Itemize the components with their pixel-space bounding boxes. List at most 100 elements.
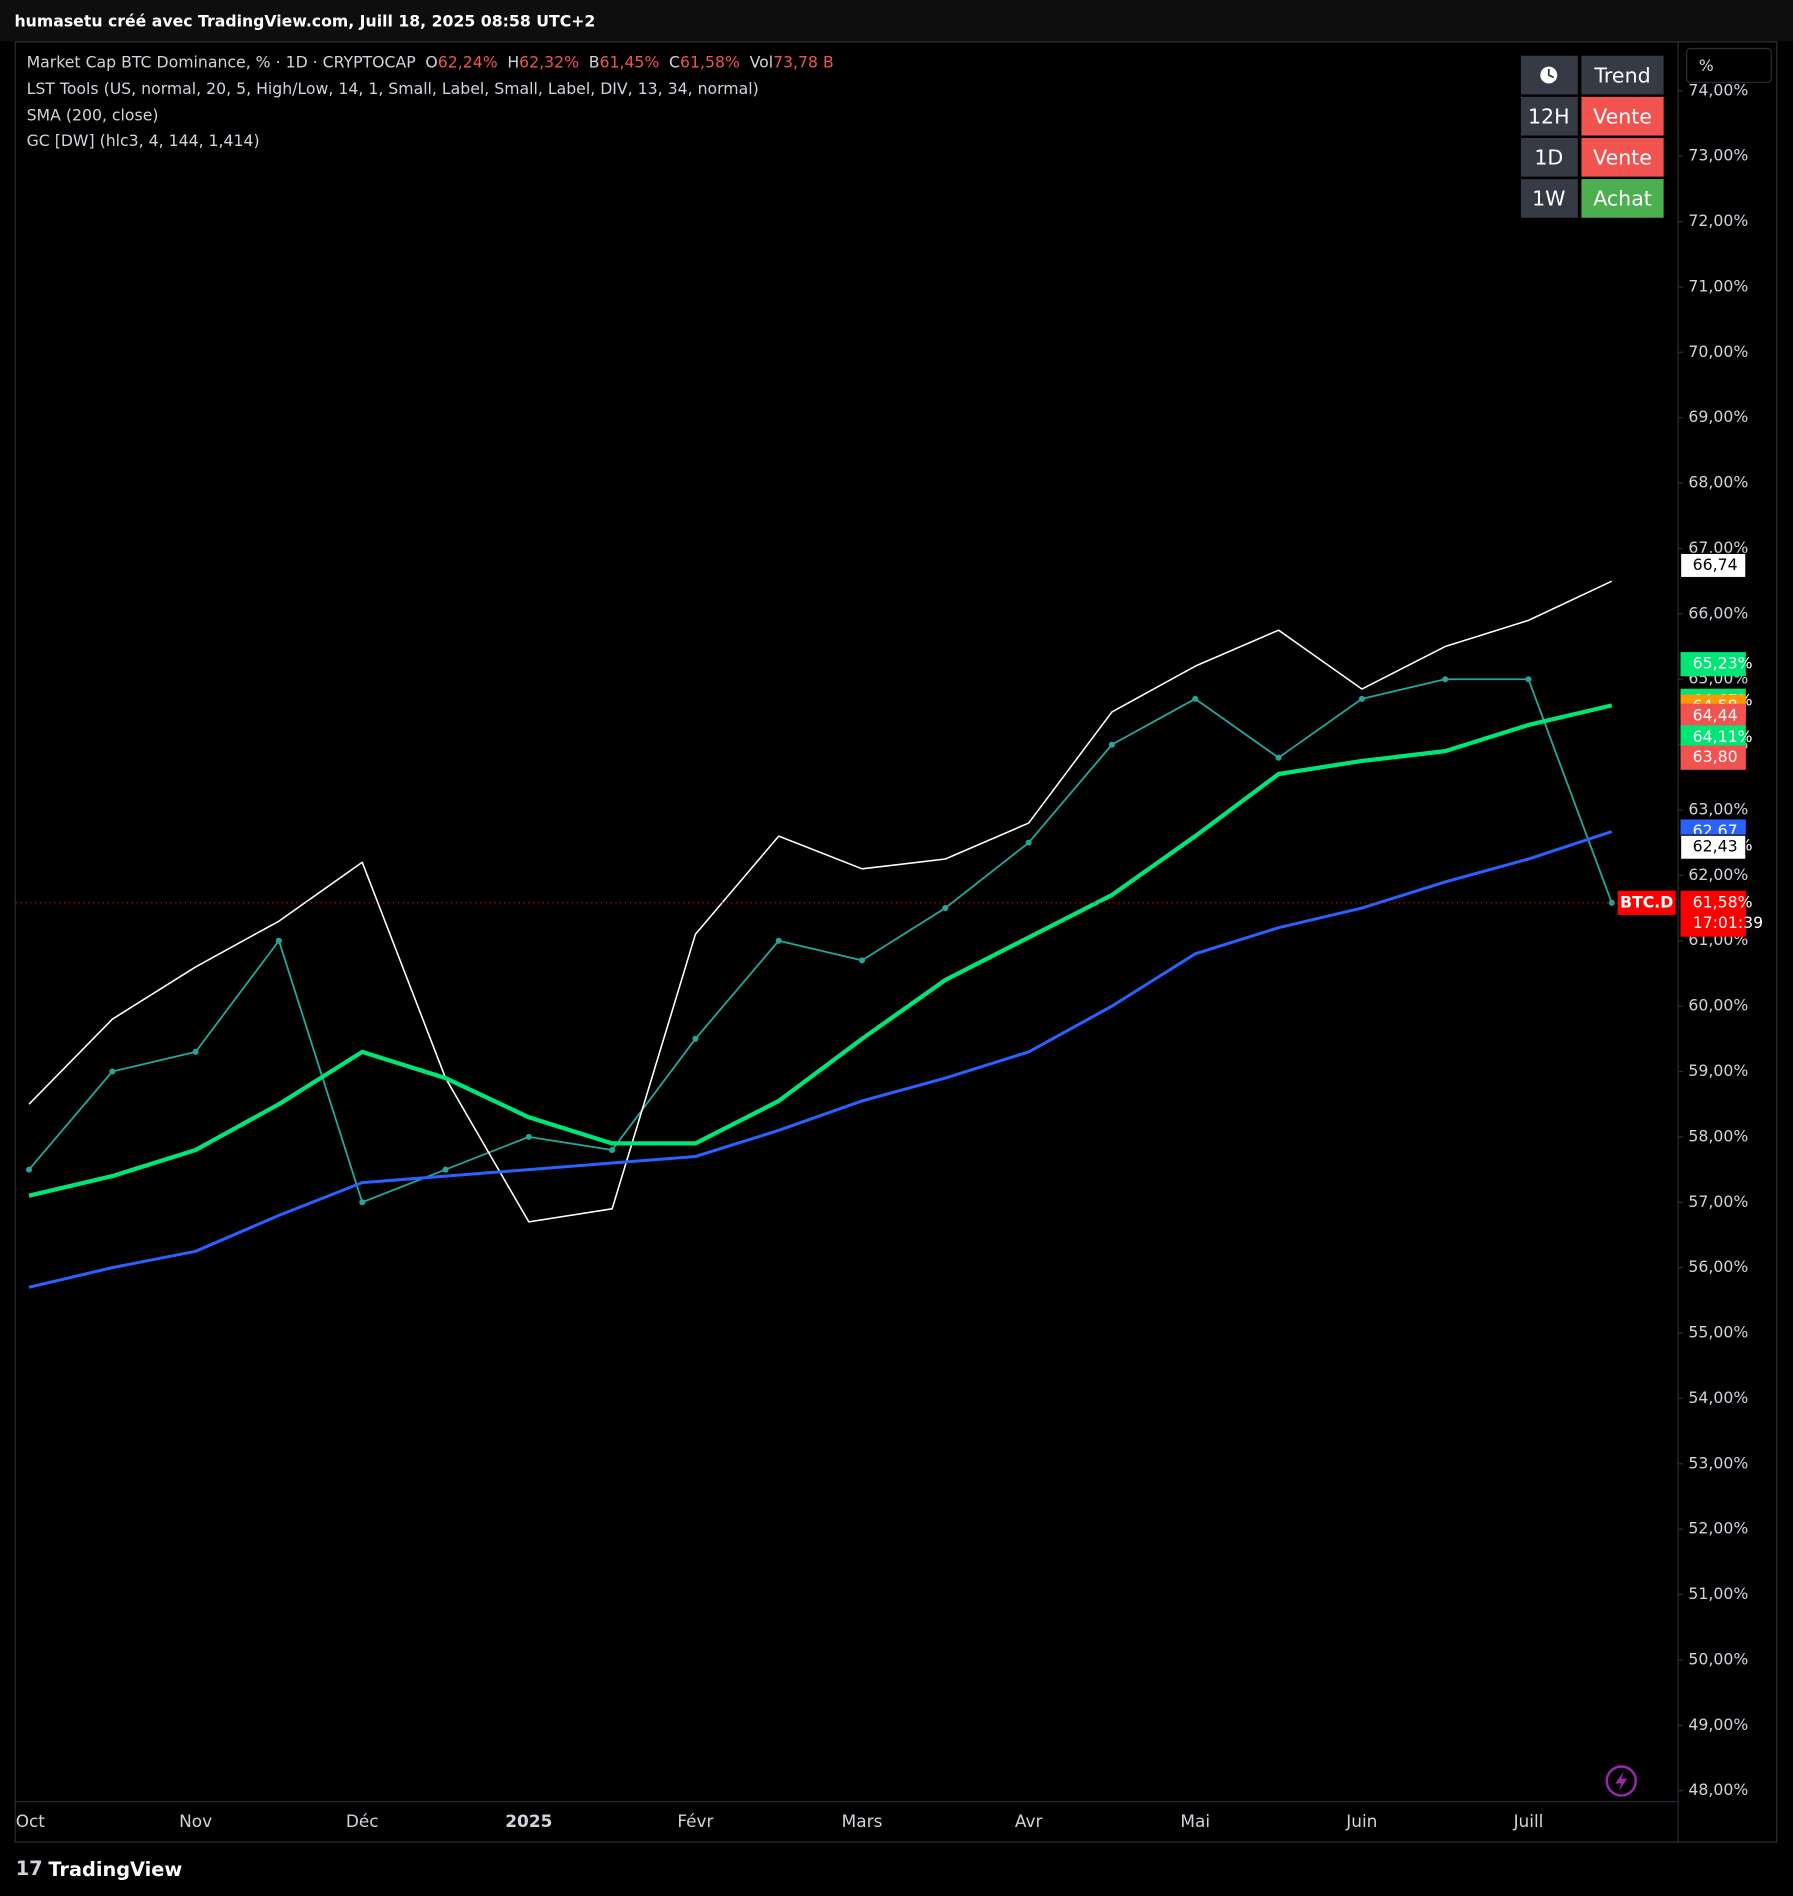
price-label-bg (1680, 652, 1746, 677)
bolt-glyph (1615, 1771, 1628, 1791)
price-point (275, 937, 282, 944)
y-tick-label: 63,00% (1688, 799, 1748, 818)
legend-item: LST Tools (US, normal, 20, 5, High/Low, … (27, 79, 759, 98)
price-point (1275, 754, 1282, 761)
price-label-bg (1679, 834, 1747, 860)
table-header: Trend (1593, 63, 1650, 87)
y-tick-label: 73,00% (1688, 146, 1748, 165)
price-label-bg (1680, 745, 1746, 770)
y-tick-label: 58,00% (1688, 1126, 1748, 1145)
price-point (692, 1035, 699, 1042)
timeframe: 1D (1534, 145, 1563, 169)
y-tick-label: 69,00% (1688, 407, 1748, 426)
price-label-bg (1680, 725, 1746, 750)
symbol-bg (1617, 890, 1676, 915)
y-tick-label: 74,00% (1688, 80, 1748, 99)
y-tick-label: 56,00% (1688, 1257, 1748, 1276)
plot: BTC.D (15, 580, 1679, 1289)
y-tick-label: 60,00% (1688, 996, 1748, 1015)
table-cell (1520, 137, 1578, 177)
y-tick-label: 52,00% (1688, 1519, 1748, 1538)
x-tick-label: Déc (346, 1811, 379, 1831)
y-tick-label: 51,00% (1688, 1584, 1748, 1603)
ohlc-value: 61,58% (680, 52, 740, 71)
price-point (1358, 695, 1365, 702)
y-tick-label: 67,00% (1688, 538, 1748, 557)
ohlc-key: B (589, 52, 600, 71)
price-point (359, 1199, 366, 1206)
x-tick-label: Mai (1180, 1811, 1210, 1831)
brand: TradingView (48, 1858, 182, 1881)
price-point (1442, 676, 1449, 683)
legend-item: SMA (200, close) (27, 106, 159, 125)
table-cell (1520, 96, 1578, 136)
price-point (192, 1048, 199, 1055)
clock-hands (1547, 69, 1555, 79)
price-point (1108, 741, 1115, 748)
y-tick-label: 54,00% (1688, 1388, 1748, 1407)
header-bar (0, 0, 1793, 42)
price-label: 64,44 (1693, 705, 1738, 724)
y-tick-label: 50,00% (1688, 1649, 1748, 1668)
countdown: 17:01:39 (1693, 913, 1764, 932)
y-tick-label: 68,00% (1688, 473, 1748, 492)
signal: Vente (1593, 145, 1652, 169)
table-cell (1581, 179, 1664, 218)
scale-button[interactable] (1686, 47, 1772, 83)
y-tick-label: 70,00% (1688, 342, 1748, 361)
price-point (942, 905, 949, 912)
y-tick-label: 53,00% (1688, 1453, 1748, 1472)
ohlc-value: 62,32% (519, 52, 579, 71)
ohlc-key: Vol (750, 52, 773, 71)
legend-item: GC [DW] (hlc3, 4, 144, 1,414) (27, 131, 260, 150)
y-tick-label: 57,00% (1688, 1192, 1748, 1211)
ohlc-value: 62,24% (438, 52, 498, 71)
table-cell (1581, 96, 1664, 136)
legend: Market Cap BTC Dominance, % · 1D · CRYPT… (27, 52, 834, 150)
x-tick-label: Juin (1345, 1811, 1377, 1831)
chart-frame (14, 41, 1778, 1843)
series-line (28, 678, 1613, 1204)
price-point (25, 1166, 33, 1173)
price-label: 64,11% (1693, 727, 1753, 746)
y-tick-label: 72,00% (1688, 211, 1748, 230)
x-tick-label: Avr (1015, 1811, 1043, 1831)
price-label: 66,74 (1693, 555, 1738, 574)
table-cell (1520, 179, 1578, 218)
legend-symbol: Market Cap BTC Dominance, % · 1D · CRYPT… (27, 52, 416, 71)
price-label: 63,80 (1693, 747, 1738, 766)
y-tick-label: 62,00% (1688, 865, 1748, 884)
price-point (1525, 676, 1532, 683)
x-tick-label: Juill (1513, 1811, 1544, 1831)
price-point (775, 937, 782, 944)
ohlc-value: 61,45% (599, 52, 659, 71)
price-label-bg (1680, 703, 1746, 728)
symbol: BTC.D (1620, 892, 1673, 911)
price-point (609, 1146, 616, 1153)
price-label: 61,58% (1693, 892, 1753, 911)
price-point (1192, 695, 1199, 702)
signal: Achat (1593, 187, 1652, 211)
x-tick-label: Mars (842, 1811, 883, 1831)
bolt-icon[interactable] (1605, 1765, 1638, 1797)
price-point (1025, 839, 1032, 846)
price-point (442, 1166, 449, 1173)
price-label: 65,23% (1693, 654, 1753, 673)
ohlc-key: O (425, 52, 437, 71)
y-tick-label: 59,00% (1688, 1061, 1748, 1080)
x-tick-label: Oct (16, 1811, 46, 1831)
y-tick-label: 55,00% (1688, 1323, 1748, 1342)
x-tick-label: Nov (179, 1811, 212, 1831)
trend-table: Trend 12H Vente 1D Vente 1W Achat (1520, 55, 1664, 218)
y-axis: 48,00% 49,00% 50,00% 51,00% 52,00% 53,00% 54,0… (16, 80, 1763, 1831)
ohlc-value: 73,78 B (773, 52, 834, 71)
price-label-bg (1679, 552, 1747, 579)
timeframe: 1W (1532, 187, 1565, 211)
header-text: humasetu créé avec TradingView.com, Juil… (15, 11, 596, 30)
price-label-bg (1680, 890, 1746, 937)
scale-mode[interactable]: % (1699, 56, 1714, 75)
price-point (109, 1068, 116, 1075)
y-tick-label: 48,00% (1688, 1780, 1748, 1799)
